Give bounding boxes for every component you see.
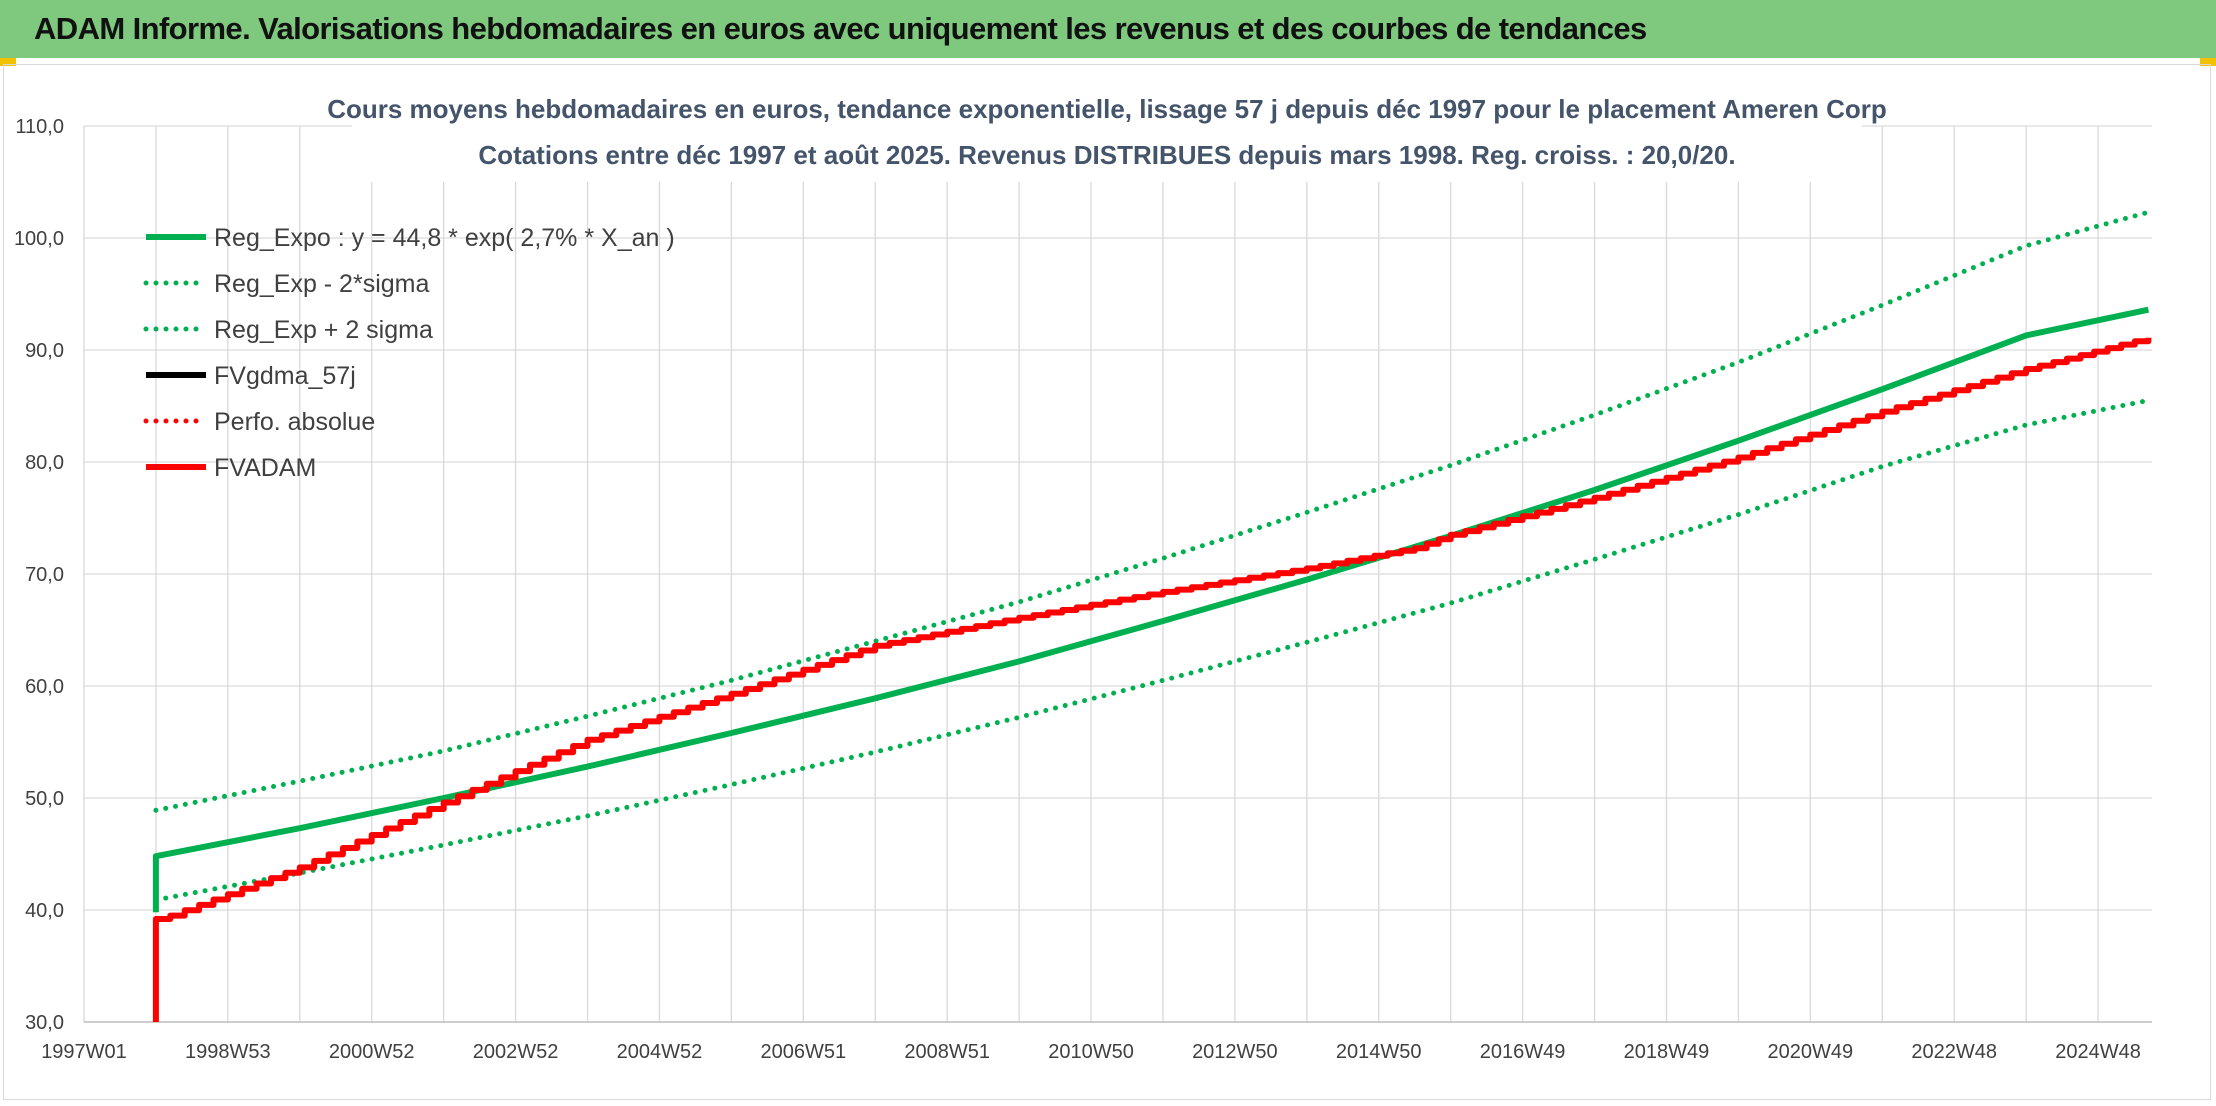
axes: 30,0 40,0 50,0 60,0 70,0 80,0 90,0 100,0 110,0 19…	[14, 116, 2152, 1063]
series-line-2	[153, 209, 2151, 813]
x-tick-label: 1998W53	[185, 1041, 271, 1063]
y-tick-label: 100,0	[14, 228, 64, 250]
x-tick-label: 2008W51	[904, 1041, 990, 1063]
x-tick-label: 2000W52	[329, 1041, 415, 1063]
x-tick-label: 2010W50	[1048, 1041, 1134, 1063]
x-tick-label: 2016W49	[1480, 1041, 1566, 1063]
chart-title-line-2: Cotations entre déc 1997 et août 2025. R…	[478, 140, 1735, 170]
legend-entry-3: FVgdma_57j	[214, 362, 356, 390]
legend: Reg_Expo : y = 44,8 * exp( 2,7% * X_an )…	[143, 224, 675, 482]
legend-entry-4: Perfo. absolue	[214, 408, 375, 436]
series	[152, 209, 2152, 1022]
legend-entry-1: Reg_Exp - 2*sigma	[214, 270, 429, 298]
legend-entry-2: Reg_Exp + 2 sigma	[214, 316, 433, 344]
report-banner: ADAM Informe. Valorisations hebdomadaire…	[0, 0, 2216, 58]
y-tick-label: 30,0	[25, 1012, 64, 1034]
x-tick-label: 2022W48	[1911, 1041, 1997, 1063]
series-line-1	[153, 397, 2151, 903]
report-title: ADAM Informe. Valorisations hebdomadaire…	[34, 11, 1647, 46]
y-tick-label: 110,0	[15, 116, 64, 138]
x-tick-label: 2018W49	[1624, 1041, 1710, 1063]
x-tick-label: 2002W52	[473, 1041, 559, 1063]
series-line-5	[152, 337, 2152, 1022]
y-tick-label: 60,0	[25, 676, 64, 698]
legend-entry-0: Reg_Expo : y = 44,8 * exp( 2,7% * X_an )	[214, 224, 675, 252]
chart-title: Cours moyens hebdomadaires en euros, ten…	[327, 84, 1887, 182]
chart-title-line-1: Cours moyens hebdomadaires en euros, ten…	[327, 94, 1887, 124]
y-tick-label: 80,0	[25, 452, 64, 474]
corner-marker-left	[0, 58, 16, 66]
chart-frame	[3, 64, 2211, 1100]
x-tick-label: 2006W51	[760, 1041, 846, 1063]
y-tick-label: 90,0	[25, 340, 64, 362]
y-tick-label: 40,0	[25, 900, 64, 922]
y-tick-label: 70,0	[25, 564, 64, 586]
y-tick-label: 50,0	[25, 788, 64, 810]
x-tick-label: 2014W50	[1336, 1041, 1422, 1063]
x-tick-label: 2024W48	[2055, 1041, 2141, 1063]
corner-marker-right	[2200, 58, 2216, 66]
x-tick-label: 2004W52	[617, 1041, 703, 1063]
title-background	[352, 84, 1862, 182]
legend-entry-5: FVADAM	[214, 454, 316, 482]
x-tick-label: 2020W49	[1768, 1041, 1854, 1063]
x-tick-label: 2012W50	[1192, 1041, 1278, 1063]
series-line-0	[152, 306, 2150, 913]
x-tick-label: 1997W01	[41, 1041, 127, 1063]
